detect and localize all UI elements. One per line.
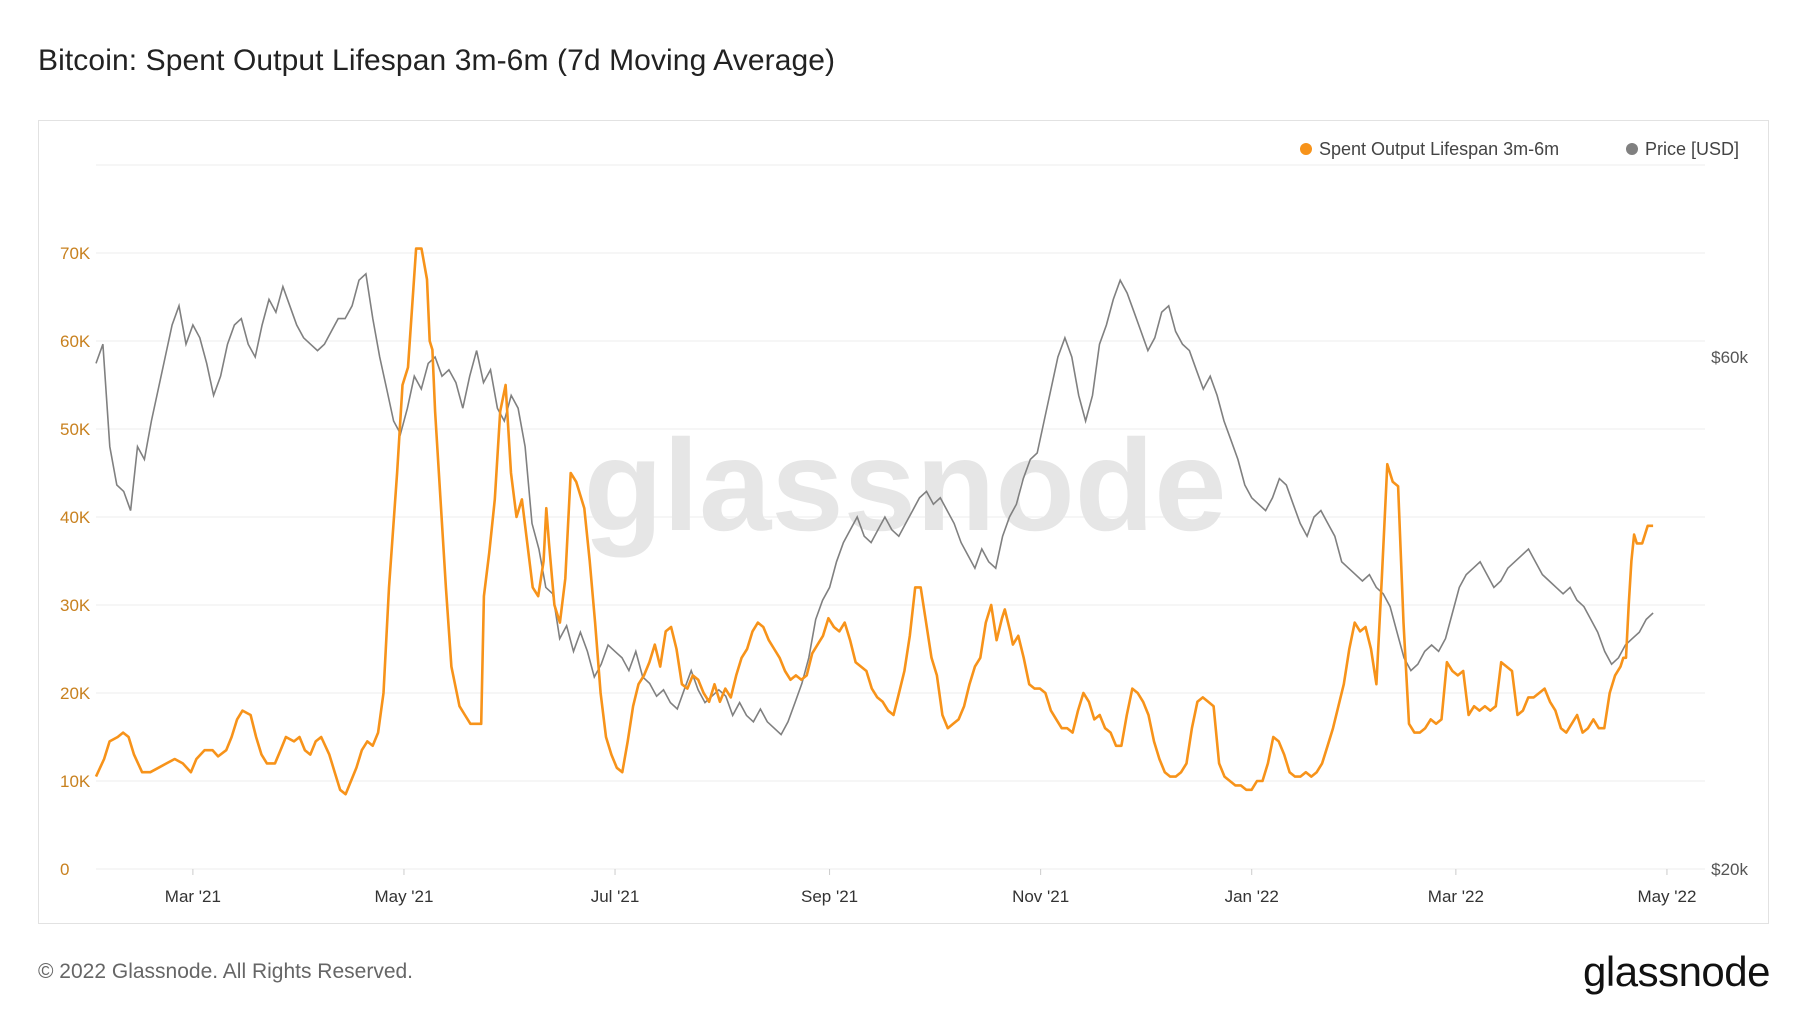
right-axis: $20k $60k — [1711, 348, 1748, 879]
left-axis: 0 10K 20K 30K 40K 50K 60K 70K — [60, 244, 91, 879]
legend: Spent Output Lifespan 3m-6m Price [USD] — [1300, 139, 1739, 159]
left-tick-label: 50K — [60, 420, 91, 439]
glassnode-logo: glassnode — [1583, 948, 1770, 995]
legend-sol-dot — [1300, 143, 1312, 155]
left-tick-label: 10K — [60, 772, 91, 791]
left-tick-label: 0 — [60, 860, 69, 879]
x-tick-label: Sep '21 — [801, 887, 858, 906]
x-tick-label: Nov '21 — [1012, 887, 1069, 906]
left-tick-label: 60K — [60, 332, 91, 351]
x-tick-label: May '22 — [1637, 887, 1696, 906]
x-tick-label: Mar '21 — [165, 887, 221, 906]
grid-lines — [96, 164, 1705, 870]
legend-price-label: Price [USD] — [1645, 139, 1739, 159]
chart-panel — [38, 120, 1769, 924]
left-tick-label: 40K — [60, 508, 91, 527]
copyright-footer: © 2022 Glassnode. All Rights Reserved. — [38, 960, 414, 983]
x-tick-label: Jan '22 — [1225, 887, 1279, 906]
sol-series-line — [94, 247, 1654, 796]
left-tick-label: 70K — [60, 244, 91, 263]
left-tick-label: 30K — [60, 596, 91, 615]
legend-price-dot — [1626, 143, 1638, 155]
watermark: glassnode — [584, 412, 1227, 558]
x-tick-label: Mar '22 — [1428, 887, 1484, 906]
left-tick-label: 20K — [60, 684, 91, 703]
x-axis: Mar '21 May '21 Jul '21 Sep '21 Nov '21 Jan '… — [165, 869, 1696, 906]
price-series-line — [95, 272, 1654, 736]
right-tick-label: $20k — [1711, 860, 1748, 879]
x-tick-label: Jul '21 — [591, 887, 640, 906]
right-tick-label: $60k — [1711, 348, 1748, 367]
x-tick-label: May '21 — [374, 887, 433, 906]
chart-title: Bitcoin: Spent Output Lifespan 3m-6m (7d… — [38, 44, 836, 77]
legend-sol-label: Spent Output Lifespan 3m-6m — [1319, 139, 1559, 159]
